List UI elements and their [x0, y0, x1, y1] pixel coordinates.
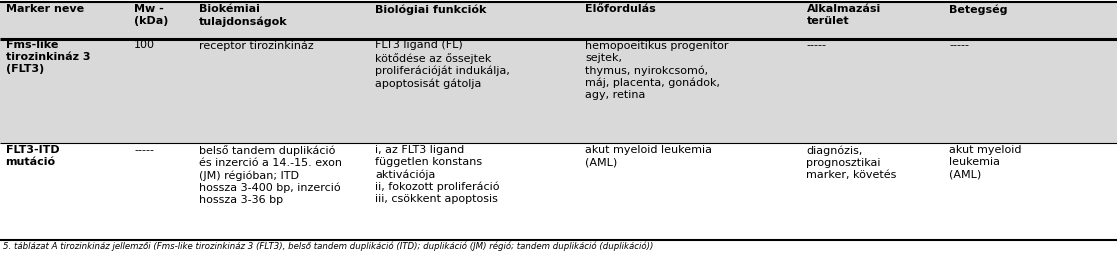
Bar	[128, 143, 193, 240]
Text: Előfordulás: Előfordulás	[585, 4, 656, 14]
Text: belső tandem duplikáció
és inzerció a 14.-15. exon
(JM) régióban; ITD
hossza 3-4: belső tandem duplikáció és inzerció a 14…	[199, 145, 342, 205]
Bar	[193, 143, 370, 240]
Text: -----: -----	[949, 40, 970, 50]
Bar	[801, 39, 944, 143]
Bar	[193, 2, 370, 39]
Bar	[580, 143, 801, 240]
Bar	[944, 2, 1117, 39]
Bar	[801, 143, 944, 240]
Text: -----: -----	[806, 40, 827, 50]
Text: receptor tirozinkináz: receptor tirozinkináz	[199, 40, 314, 51]
Text: akut myeloid leukemia
(AML): akut myeloid leukemia (AML)	[585, 145, 713, 167]
Text: -----: -----	[134, 145, 154, 155]
Text: Marker neve: Marker neve	[6, 4, 84, 14]
Bar	[0, 2, 128, 39]
Text: akut myeloid
leukemia
(AML): akut myeloid leukemia (AML)	[949, 145, 1022, 179]
Bar	[580, 39, 801, 143]
Text: hemopoeitikus progenítor
sejtek,
thymus, nyirokcsomó,
máj, placenta, gonádok,
ag: hemopoeitikus progenítor sejtek, thymus,…	[585, 40, 728, 100]
Bar	[0, 39, 128, 143]
Bar	[128, 2, 193, 39]
Text: FLT3-ITD
mutáció: FLT3-ITD mutáció	[6, 145, 59, 167]
Text: Fms-like
tirozinkináz 3
(FLT3): Fms-like tirozinkináz 3 (FLT3)	[6, 40, 90, 74]
Bar	[193, 39, 370, 143]
Text: Mw -
(kDa): Mw - (kDa)	[134, 4, 169, 26]
Bar	[0, 143, 128, 240]
Text: diagnózis,
prognosztikai
marker, követés: diagnózis, prognosztikai marker, követés	[806, 145, 897, 180]
Bar	[580, 2, 801, 39]
Text: Alkalmazási
terület: Alkalmazási terület	[806, 4, 880, 26]
Bar	[944, 143, 1117, 240]
Text: FLT3 ligand (FL)
kötődése az őssejtek
proliferációját indukálja,
apoptosisát gát: FLT3 ligand (FL) kötődése az őssejtek pr…	[375, 40, 510, 89]
Bar	[370, 143, 580, 240]
Text: Betegség: Betegség	[949, 4, 1008, 15]
Text: Biokémiai
tulajdonságok: Biokémiai tulajdonságok	[199, 4, 287, 27]
Bar	[801, 2, 944, 39]
Text: 100: 100	[134, 40, 155, 50]
Bar	[370, 39, 580, 143]
Bar	[370, 2, 580, 39]
Bar	[128, 39, 193, 143]
Text: 5. táblázat A tirozinkináz jellemzői (Fms-like tirozinkináz 3 (FLT3), belső tand: 5. táblázat A tirozinkináz jellemzői (Fm…	[3, 242, 653, 251]
Text: Biológiai funkciók: Biológiai funkciók	[375, 4, 487, 15]
Text: i, az FLT3 ligand
független konstans
aktivációja
ii, fokozott proliferáció
iii, : i, az FLT3 ligand független konstans akt…	[375, 145, 499, 204]
Bar	[944, 39, 1117, 143]
